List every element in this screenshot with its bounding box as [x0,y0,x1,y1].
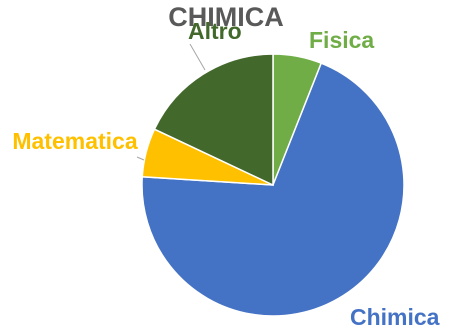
slice-label-fisica: Fisica [309,27,375,53]
slice-label-altro: Altro [188,18,242,44]
slice-label-matematica: Matematica [12,128,138,154]
leader-line-altro [189,43,206,71]
slice-label-chimica: Chimica [350,304,440,330]
leader-line-matematica [136,156,145,161]
pie-slice-altro [153,53,274,187]
pie-slice-chimica [141,62,405,317]
chart-title: CHIMICA [168,2,284,32]
